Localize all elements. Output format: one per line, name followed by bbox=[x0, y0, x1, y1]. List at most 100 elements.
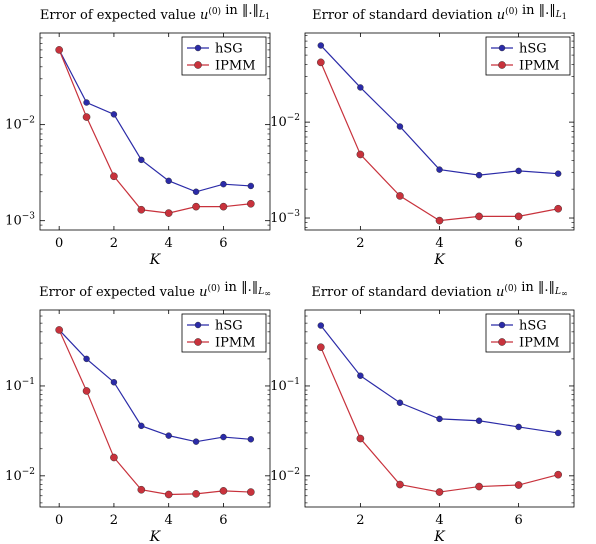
data-point-hsg bbox=[220, 433, 227, 441]
data-point-hsg bbox=[317, 322, 325, 329]
legend-label-ipmm: IPMM bbox=[215, 336, 256, 351]
plot-frame bbox=[39, 309, 271, 508]
data-point-ipmm bbox=[554, 470, 562, 479]
data-point-ipmm bbox=[219, 487, 228, 495]
x-axis-label: K bbox=[433, 252, 446, 268]
data-point-ipmm bbox=[435, 216, 444, 225]
data-point-hsg bbox=[247, 182, 255, 190]
data-point-hsg bbox=[110, 111, 118, 118]
legend: hSG IPMM bbox=[485, 36, 571, 76]
legend-label-ipmm: IPMM bbox=[215, 59, 256, 74]
data-point-ipmm bbox=[396, 192, 404, 200]
legend-label-hsg: hSG bbox=[519, 42, 547, 57]
data-point-ipmm bbox=[475, 212, 483, 221]
data-point-hsg bbox=[554, 170, 562, 177]
legend-label-hsg: hSG bbox=[215, 319, 243, 334]
x-tick-label: 4 bbox=[165, 236, 173, 251]
legend-box bbox=[485, 36, 571, 76]
data-point-ipmm bbox=[55, 46, 63, 54]
data-point-ipmm bbox=[247, 488, 255, 496]
legend-marker-ipmm bbox=[194, 61, 202, 69]
chart-panel-3: Error of expected value u(0) in ‖.‖L∞ 0 2 4… bbox=[5, 280, 271, 544]
x-axis-label: K bbox=[433, 529, 446, 544]
series-line-hsg bbox=[58, 329, 251, 443]
data-point-ipmm bbox=[192, 202, 200, 211]
x-tick-label: 0 bbox=[55, 236, 63, 251]
legend-marker-ipmm bbox=[194, 338, 202, 346]
legend-box bbox=[181, 313, 267, 353]
data-point-hsg bbox=[247, 436, 255, 443]
x-axis-label: K bbox=[149, 252, 162, 268]
chart-title: Error of standard deviation u(0) in ‖.‖L… bbox=[312, 3, 567, 23]
x-axis-label: K bbox=[149, 529, 162, 544]
data-point-ipmm bbox=[247, 199, 255, 208]
x-tick-label: 4 bbox=[435, 513, 443, 528]
series-line-hsg bbox=[58, 49, 251, 193]
chart-panel-1: Error of expected value u(0) in ‖.‖L1 0 2 4… bbox=[5, 3, 271, 268]
data-point-hsg bbox=[317, 42, 325, 49]
data-point-hsg bbox=[138, 422, 145, 430]
data-point-ipmm bbox=[219, 202, 228, 211]
data-point-hsg bbox=[192, 188, 200, 195]
x-tick-label: 6 bbox=[514, 513, 522, 528]
data-point-ipmm bbox=[356, 150, 365, 159]
data-point-hsg bbox=[554, 429, 562, 437]
data-point-hsg bbox=[475, 171, 483, 179]
data-point-ipmm bbox=[82, 387, 91, 395]
y-tick-label: 10−2 bbox=[270, 467, 300, 484]
legend: hSG IPMM bbox=[181, 313, 267, 353]
chart-panel-4: Error of standard deviation u(0) in ‖.‖L… bbox=[270, 280, 575, 544]
data-point-ipmm bbox=[554, 204, 562, 213]
legend-label-hsg: hSG bbox=[215, 42, 243, 57]
data-point-hsg bbox=[396, 123, 404, 130]
legend-marker-ipmm bbox=[498, 338, 506, 346]
y-tick-label: 10−1 bbox=[5, 377, 35, 394]
y-tick-label: 10−2 bbox=[5, 116, 35, 133]
y-tick-label: 10−2 bbox=[270, 113, 300, 130]
legend-box bbox=[181, 36, 267, 76]
data-point-ipmm bbox=[164, 209, 173, 217]
x-tick-label: 2 bbox=[110, 236, 118, 251]
data-point-ipmm bbox=[514, 481, 523, 489]
legend-marker-hsg bbox=[194, 44, 202, 52]
legend-label-ipmm: IPMM bbox=[519, 59, 560, 74]
y-tick-label: 10−1 bbox=[270, 377, 300, 394]
legend-marker-hsg bbox=[194, 321, 202, 329]
data-point-ipmm bbox=[55, 326, 63, 334]
y-tick-label: 10−3 bbox=[270, 209, 300, 226]
legend-marker-ipmm bbox=[498, 61, 506, 69]
x-tick-label: 2 bbox=[356, 236, 364, 251]
chart-panel-2: Error of standard deviation u(0) in ‖.‖L… bbox=[270, 3, 575, 268]
series-line-ipmm bbox=[320, 62, 559, 222]
data-point-hsg bbox=[515, 167, 522, 175]
data-point-ipmm bbox=[110, 453, 118, 462]
data-point-hsg bbox=[165, 432, 172, 439]
data-point-ipmm bbox=[475, 482, 483, 491]
data-point-hsg bbox=[436, 415, 443, 423]
data-point-hsg bbox=[83, 355, 90, 363]
x-tick-label: 4 bbox=[435, 236, 443, 251]
series-line-ipmm bbox=[58, 329, 251, 496]
data-point-ipmm bbox=[192, 490, 200, 498]
x-tick-label: 2 bbox=[110, 513, 118, 528]
legend: hSG IPMM bbox=[485, 313, 571, 353]
x-tick-label: 2 bbox=[356, 513, 364, 528]
data-point-ipmm bbox=[82, 113, 91, 121]
legend-marker-hsg bbox=[498, 44, 506, 52]
data-point-hsg bbox=[110, 379, 118, 386]
data-point-hsg bbox=[220, 180, 227, 188]
chart-title: Error of expected value u(0) in ‖.‖L∞ bbox=[39, 280, 271, 300]
data-point-ipmm bbox=[137, 485, 146, 494]
data-point-ipmm bbox=[317, 343, 325, 351]
x-tick-label: 6 bbox=[514, 236, 522, 251]
data-point-ipmm bbox=[164, 490, 173, 499]
legend-marker-hsg bbox=[498, 321, 506, 329]
data-point-hsg bbox=[83, 99, 90, 106]
data-point-ipmm bbox=[110, 172, 118, 181]
x-tick-label: 4 bbox=[165, 513, 173, 528]
x-tick-label: 6 bbox=[219, 236, 227, 251]
data-point-hsg bbox=[436, 166, 443, 173]
data-point-hsg bbox=[396, 399, 404, 406]
data-point-ipmm bbox=[514, 212, 523, 221]
